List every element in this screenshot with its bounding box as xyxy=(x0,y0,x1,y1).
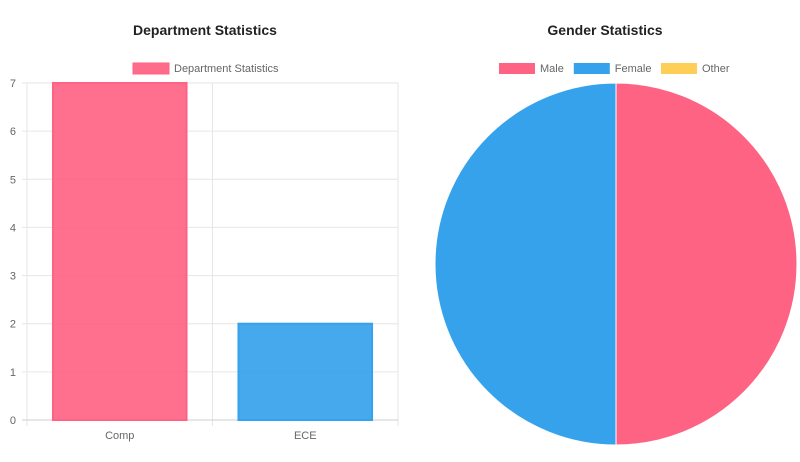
y-tick-label: 2 xyxy=(10,319,16,331)
pie-slice-female xyxy=(434,82,617,446)
x-tick-label: ECE xyxy=(294,430,317,442)
bar-comp xyxy=(51,82,188,421)
x-tick-label: Comp xyxy=(105,430,134,442)
department-bar-chart: Department Statistics 0 1 2 3 4 5 6 7 Comp ECE xyxy=(10,62,399,442)
gender-chart-panel: Gender Statistics Male Female Other xyxy=(410,0,800,462)
pie-legend: Male Female Other xyxy=(499,63,730,75)
y-tick-label: 0 xyxy=(10,415,16,427)
y-tick-label: 3 xyxy=(10,271,16,283)
legend-label-other: Other xyxy=(702,63,730,75)
department-chart-panel: Department Statistics Department Statist… xyxy=(10,22,399,442)
legend-label-department: Department Statistics xyxy=(174,63,279,75)
legend-swatch-department xyxy=(132,62,170,75)
bar-legend: Department Statistics xyxy=(132,62,279,75)
department-chart-title: Department Statistics xyxy=(133,22,277,38)
y-tick-label: 6 xyxy=(10,126,16,138)
legend-label-male: Male xyxy=(540,63,564,75)
legend-swatch-female xyxy=(573,63,610,74)
gender-pie-chart: Male Female Other xyxy=(434,63,798,446)
y-tick-label: 5 xyxy=(10,174,16,186)
bar-ece xyxy=(237,322,374,422)
pie-slice-male xyxy=(615,82,798,446)
y-tick-label: 7 xyxy=(10,78,16,90)
legend-swatch-other xyxy=(661,63,697,74)
y-tick-label: 1 xyxy=(10,367,16,379)
gender-chart-title: Gender Statistics xyxy=(547,22,663,38)
legend-label-female: Female xyxy=(615,63,652,75)
y-tick-label: 4 xyxy=(10,222,16,234)
legend-swatch-male xyxy=(499,63,535,74)
